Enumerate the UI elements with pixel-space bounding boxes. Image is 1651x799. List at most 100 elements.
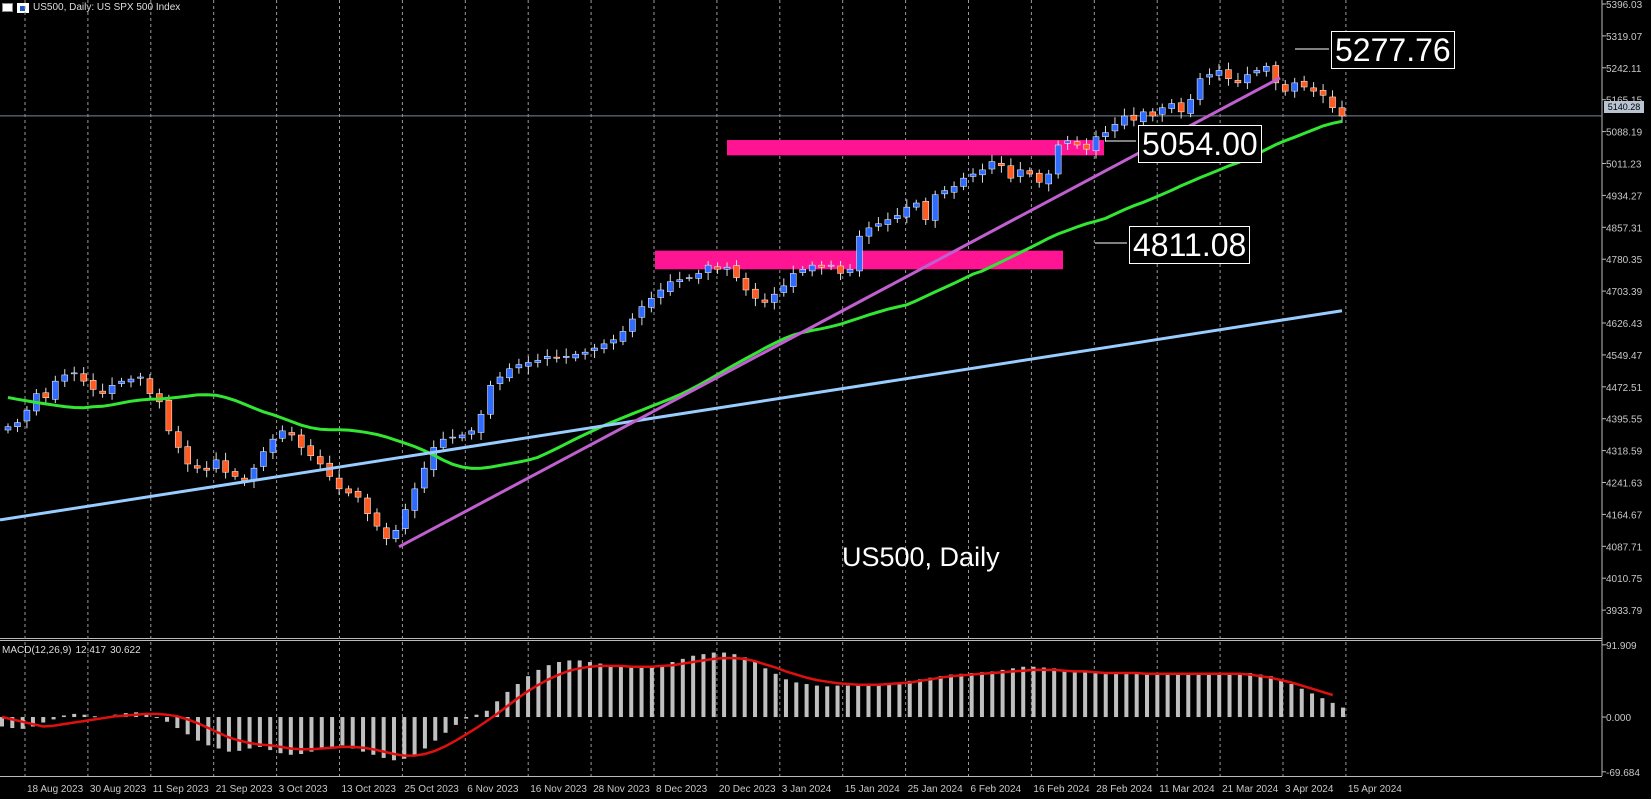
x-tick-label: 25 Jan 2024 — [908, 784, 963, 795]
macd-bar — [649, 666, 654, 718]
candle-body — [449, 436, 456, 439]
candle-body — [1196, 78, 1204, 100]
candle-body — [780, 285, 788, 293]
macd-bar — [257, 717, 262, 747]
candle-body — [127, 378, 135, 383]
macd-bar — [577, 660, 582, 718]
candle-body — [402, 509, 409, 529]
macd-bar — [402, 717, 407, 759]
candle-body — [430, 447, 437, 471]
macd-bar — [825, 686, 830, 718]
candle-body — [610, 339, 617, 344]
x-tick-label: 6 Nov 2023 — [467, 784, 519, 795]
candle-body — [458, 434, 466, 439]
macd-bar — [629, 667, 634, 718]
candle-body — [99, 390, 106, 394]
macd-bar — [608, 665, 613, 718]
macd-bar — [1062, 669, 1067, 718]
candle-body — [799, 269, 806, 273]
macd-bar — [1041, 667, 1046, 718]
y-tick-label: 5011.23 — [1606, 160, 1642, 171]
macd-bar — [185, 717, 190, 735]
y-tick-label: 4318.59 — [1606, 447, 1643, 458]
candle-body — [875, 223, 882, 227]
candle-body — [752, 288, 759, 299]
candle-body — [335, 477, 343, 490]
candle-body — [1300, 80, 1308, 88]
macd-bar — [1268, 676, 1273, 718]
candle-body — [1281, 84, 1289, 92]
macd-bar — [907, 680, 912, 718]
macd-bar — [814, 685, 819, 718]
y-tick-label: 4703.39 — [1606, 287, 1643, 298]
candle-body — [307, 445, 315, 456]
macd-bar — [567, 660, 572, 718]
candle-body — [856, 235, 863, 272]
x-tick-label: 20 Dec 2023 — [719, 784, 776, 795]
candle-body — [137, 376, 144, 379]
macd-bar — [587, 662, 592, 718]
macd-bar — [226, 717, 231, 752]
macd-bar — [1320, 698, 1325, 718]
macd-bar — [474, 714, 479, 718]
macd-name: MACD(12,26,9) — [2, 645, 72, 656]
candle-body — [723, 266, 731, 270]
macd-bar — [1175, 673, 1180, 718]
macd-bar — [691, 655, 696, 718]
window-icon[interactable] — [2, 3, 13, 12]
candle-body — [14, 422, 21, 427]
macd-bar — [928, 677, 933, 718]
y-tick-label: 5088.19 — [1606, 128, 1643, 139]
macd-bar — [660, 665, 665, 718]
candle-body — [969, 173, 977, 177]
candle-body — [742, 278, 750, 291]
candle-body — [193, 465, 201, 469]
macd-bar — [845, 685, 850, 718]
candle-body — [1338, 107, 1346, 117]
macd-bar — [722, 652, 727, 718]
candle-body — [1244, 74, 1251, 84]
x-tick-label: 28 Nov 2023 — [593, 784, 650, 795]
candle-body — [411, 488, 419, 511]
x-tick-label: 18 Aug 2023 — [27, 784, 84, 795]
macd-bar — [1341, 707, 1345, 718]
macd-bar — [938, 676, 943, 718]
macd-bar — [1206, 673, 1211, 718]
y-tick-label: 5319.07 — [1606, 32, 1643, 43]
macd-bar — [1165, 673, 1170, 718]
candle-body — [979, 169, 986, 176]
chart-header-title: US500, Daily: US SPX 500 Index — [33, 2, 181, 13]
candle-body — [1187, 99, 1194, 114]
macd-bar — [381, 717, 386, 758]
candle-body — [383, 527, 390, 539]
x-tick-label: 28 Feb 2024 — [1096, 784, 1153, 795]
macd-bar — [856, 685, 861, 718]
candle-body — [1140, 111, 1147, 123]
macd-bar — [783, 679, 788, 718]
candle-body — [175, 431, 182, 448]
macd-bar — [670, 662, 675, 718]
macd-bar — [41, 717, 46, 723]
x-tick-label: 11 Mar 2024 — [1159, 784, 1215, 795]
candle-body — [790, 273, 797, 287]
macd-bar — [639, 666, 644, 718]
candle-body — [392, 530, 400, 539]
candle-body — [903, 206, 911, 218]
macd-bar — [433, 717, 438, 741]
macd-bar — [51, 717, 56, 720]
macd-bar — [949, 674, 954, 718]
candle-body — [345, 488, 352, 494]
x-tick-label: 13 Oct 2023 — [342, 784, 397, 795]
macd-bar — [732, 654, 737, 718]
y-tick-label: 4934.27 — [1606, 191, 1643, 202]
chart-icon[interactable] — [17, 2, 29, 13]
candle-body — [1263, 66, 1270, 72]
candle-body — [23, 409, 31, 422]
macd-bar — [1145, 673, 1150, 718]
candle-body — [572, 353, 579, 359]
candle-body — [998, 162, 1005, 166]
macd-bar — [1237, 673, 1242, 718]
candle-body — [884, 219, 892, 225]
x-tick-label: 11 Sep 2023 — [153, 784, 209, 795]
